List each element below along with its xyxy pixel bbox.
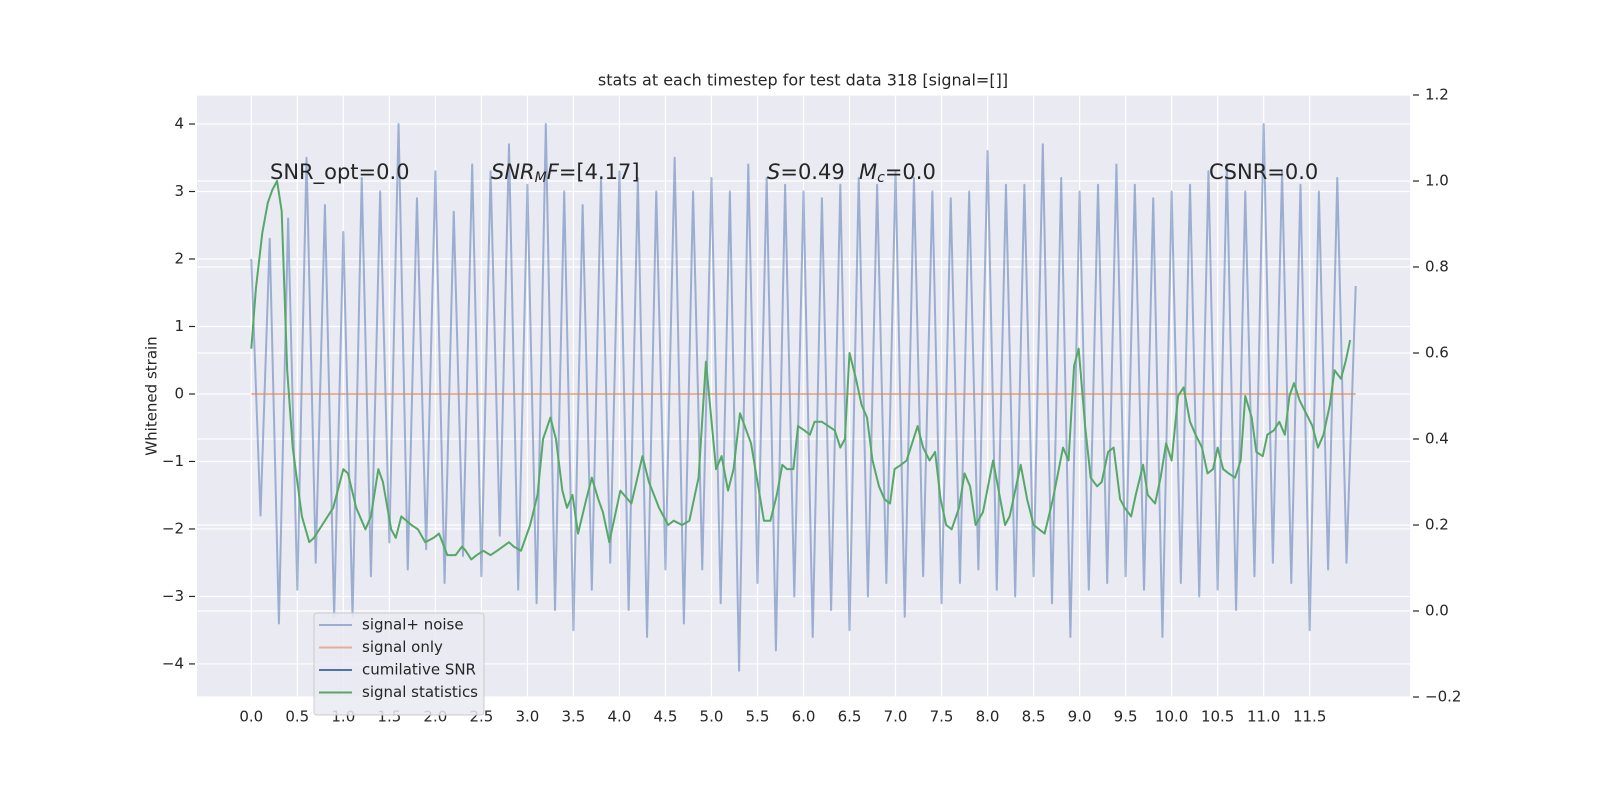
- x-tick-label: 0.5: [285, 708, 309, 726]
- annotation-part: M: [859, 160, 877, 184]
- annotation: Mc=0.0: [859, 160, 936, 186]
- annotation-part: SNR_opt=0.0: [270, 160, 410, 185]
- y-tick-label: −4: [162, 654, 184, 672]
- x-tick-label: 11.0: [1247, 708, 1280, 726]
- x-tick-label: 8.5: [1022, 708, 1046, 726]
- annotations: SNR_opt=0.0 SNRMF=[4.17] S=0.49 Mc=0.0 CSNR=…: [270, 160, 1318, 186]
- x-tick-label: 7.0: [884, 708, 908, 726]
- legend-label: cumilative SNR: [362, 661, 476, 679]
- annotation-part: c: [877, 170, 885, 186]
- y-tick-label: −3: [162, 587, 184, 605]
- x-tick-label: 5.5: [746, 708, 770, 726]
- annotation: SNRMF=[4.17]: [491, 160, 640, 186]
- x-tick-label: 7.5: [930, 708, 954, 726]
- x-tick-label: 11.5: [1293, 708, 1326, 726]
- x-tick-label: 3.5: [561, 708, 585, 726]
- y-tick-label: 1: [174, 317, 184, 335]
- legend-label: signal only: [362, 638, 443, 656]
- annotation: S=0.49: [767, 160, 845, 184]
- y-tick-label: 0: [174, 384, 184, 402]
- y-axis-label: Whitened strain: [143, 336, 161, 455]
- annotation-part: =0.0: [885, 160, 936, 184]
- y2-tick-label: 0.8: [1425, 258, 1449, 276]
- annotation: CSNR=0.0: [1209, 160, 1318, 184]
- y2-tick-label: 0.0: [1425, 602, 1449, 620]
- y-tick-label: −2: [162, 519, 184, 537]
- x-tick-label: 6.0: [792, 708, 816, 726]
- x-tick-label: 8.0: [976, 708, 1000, 726]
- annotation-part: F: [547, 160, 560, 184]
- annotation-part: =[4.17]: [559, 160, 640, 184]
- x-tick-label: 5.0: [700, 708, 724, 726]
- plot-marks: [250, 123, 1357, 672]
- annotation: SNR_opt=0.0: [270, 160, 410, 185]
- x-tick-label: 6.5: [838, 708, 862, 726]
- x-tick-label: 9.0: [1068, 708, 1092, 726]
- series-line: [250, 123, 1357, 672]
- legend: signal+ noise signal only cumilative SNR si…: [313, 612, 485, 716]
- x-tick-label: 0.0: [239, 708, 263, 726]
- legend-label: signal+ noise: [362, 616, 464, 634]
- annotation-part: CSNR=0.0: [1209, 160, 1318, 184]
- y-tick-label: 3: [174, 182, 184, 200]
- annotation-part: S: [767, 160, 780, 184]
- annotation-part: =0.49: [780, 160, 844, 184]
- legend-box: [313, 612, 485, 716]
- axes: 0.0 0.5 1.0 1.5 2.0 2.5 3.0 3.5 4.0 4.5 5.0 5.5 6.0 6…: [162, 86, 1462, 726]
- y-tick-label: 4: [174, 115, 184, 133]
- chart-title: stats at each timestep for test data 318…: [598, 71, 1008, 90]
- annotation-part: M: [535, 170, 547, 186]
- x-tick-label: 4.5: [654, 708, 678, 726]
- y2-tick-label: 0.6: [1425, 344, 1449, 362]
- y-tick-label: 2: [174, 249, 184, 267]
- y2-tick-label: 1.0: [1425, 172, 1449, 190]
- y2-tick-label: −0.2: [1425, 688, 1461, 706]
- x-tick-label: 9.5: [1114, 708, 1138, 726]
- y2-tick-label: 0.2: [1425, 516, 1449, 534]
- x-tick-label: 4.0: [608, 708, 632, 726]
- y2-tick-label: 1.2: [1425, 86, 1449, 104]
- x-tick-label: 3.0: [515, 708, 539, 726]
- y2-tick-label: 0.4: [1425, 430, 1449, 448]
- y-tick-label: −1: [162, 452, 184, 470]
- x-tick-label: 10.5: [1201, 708, 1234, 726]
- series-line: [250, 180, 1352, 561]
- annotation-part: SNR: [491, 160, 535, 184]
- legend-label: signal statistics: [362, 683, 478, 701]
- x-tick-label: 10.0: [1155, 708, 1188, 726]
